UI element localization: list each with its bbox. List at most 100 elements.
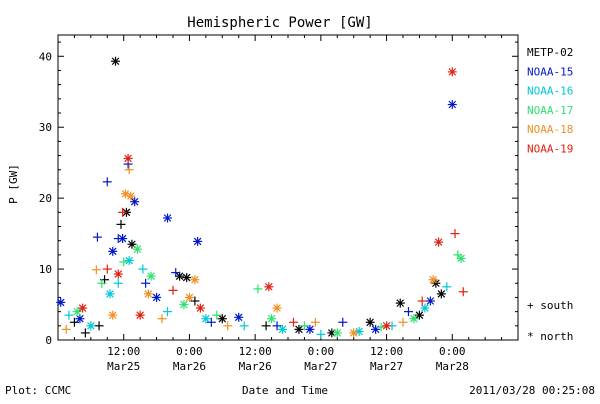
marker-legend: + south * north [527, 299, 573, 343]
north-marker [126, 191, 136, 201]
north-marker [78, 303, 88, 313]
north-marker [113, 269, 123, 279]
north-marker [146, 271, 156, 281]
plot-credit: Plot: CCMC [5, 384, 71, 397]
north-marker [436, 289, 446, 299]
north-marker [108, 310, 118, 320]
south-marker [458, 287, 468, 297]
north-marker [272, 303, 282, 313]
x-axis: 12:00 Mar25 0:00 Mar26 12:00 Mar26 0:00 Mar27 12… [57, 35, 519, 373]
south-marker [113, 278, 123, 288]
south-marker [206, 317, 216, 327]
south-marker [91, 265, 101, 275]
south-marker [141, 278, 151, 288]
south-marker [376, 322, 386, 332]
legend-entry: NOAA-19 [527, 143, 573, 156]
north-marker [395, 298, 405, 308]
x-tick-date: Mar26 [239, 360, 272, 373]
y-axis: 0 10 20 30 40 [39, 41, 518, 347]
south-marker [450, 229, 460, 239]
north-marker [447, 100, 457, 110]
north-marker [72, 307, 82, 317]
south-marker [92, 232, 102, 242]
north-marker [130, 197, 140, 207]
north-marker [108, 246, 118, 256]
south-marker [61, 324, 71, 334]
south-marker [223, 321, 233, 331]
north-marker [135, 310, 145, 320]
south-marker [163, 307, 173, 317]
north-marker [163, 213, 173, 223]
north-marker [349, 328, 359, 338]
north-marker [332, 328, 342, 338]
north-marker [267, 314, 277, 324]
south-marker [102, 264, 112, 274]
north-marker [56, 297, 66, 307]
data-points [56, 56, 468, 339]
south-marker [310, 317, 320, 327]
south-marker [261, 321, 271, 331]
x-tick-date: Mar27 [370, 360, 403, 373]
legend-entry: NOAA-16 [527, 85, 573, 98]
y-tick-label: 30 [39, 121, 52, 134]
south-marker [171, 268, 181, 278]
south-marker [118, 207, 128, 217]
north-marker [182, 273, 192, 283]
x-tick-time: 0:00 [176, 345, 203, 358]
south-marker [69, 317, 79, 327]
legend: METP-02 NOAA-15 NOAA-16 NOAA-17 NOAA-18 NOAA-… [527, 46, 573, 156]
x-tick-time: 0:00 [308, 345, 335, 358]
north-marker [86, 321, 96, 331]
chart-title: Hemispheric Power [GW] [187, 15, 372, 31]
south-marker [272, 321, 282, 331]
north-marker [105, 289, 115, 299]
north-marker [294, 324, 304, 334]
marker-legend-entry: + south [527, 299, 573, 312]
south-marker [338, 317, 348, 327]
x-tick-date: Mar26 [173, 360, 206, 373]
x-tick-time: 0:00 [439, 345, 466, 358]
south-marker [94, 321, 104, 331]
south-marker [288, 317, 298, 327]
south-marker [124, 165, 134, 175]
south-marker [157, 314, 167, 324]
generation-timestamp: 2011/03/28 00:25:08 [469, 384, 595, 397]
south-marker [253, 284, 263, 294]
south-marker [442, 282, 452, 292]
north-marker [124, 256, 134, 266]
y-tick-label: 20 [39, 192, 52, 205]
north-marker [434, 237, 444, 247]
north-marker [190, 275, 200, 285]
north-marker [382, 321, 392, 331]
north-marker [428, 275, 438, 285]
north-marker [143, 289, 153, 299]
south-marker [190, 296, 200, 306]
legend-entry: NOAA-15 [527, 65, 573, 78]
north-marker [193, 236, 203, 246]
plot-frame [57, 34, 519, 341]
north-marker [414, 310, 424, 320]
x-tick-time: 12:00 [239, 345, 272, 358]
south-marker [239, 321, 249, 331]
south-marker [168, 285, 178, 295]
south-marker [403, 307, 413, 317]
north-marker [75, 314, 85, 324]
y-tick-label: 40 [39, 50, 52, 63]
south-marker [119, 257, 129, 267]
south-marker [80, 328, 90, 338]
y-tick-label: 10 [39, 263, 52, 276]
south-marker [212, 310, 222, 320]
north-marker [132, 244, 142, 254]
south-marker [417, 296, 427, 306]
north-marker [179, 300, 189, 310]
north-marker [365, 317, 375, 327]
north-marker [354, 326, 364, 336]
x-tick-date: Mar28 [436, 360, 469, 373]
north-marker [234, 312, 244, 322]
x-tick-date: Mar27 [304, 360, 337, 373]
south-marker [116, 219, 126, 229]
south-marker [299, 321, 309, 331]
north-marker [152, 292, 162, 302]
north-marker [305, 324, 315, 334]
